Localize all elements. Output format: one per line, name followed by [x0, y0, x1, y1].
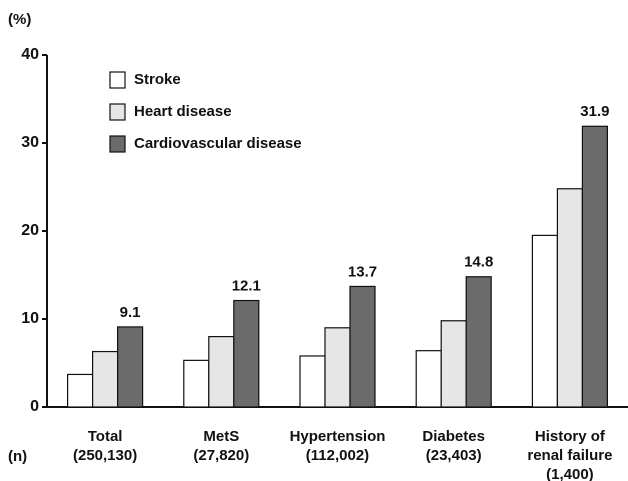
- legend-swatch: [109, 135, 126, 153]
- x-tick-label: (27,820): [193, 447, 249, 464]
- bar: [531, 234, 559, 408]
- x-tick-label: Hypertension: [290, 428, 386, 445]
- y-tick-label: 40: [21, 46, 39, 63]
- legend-swatch: [109, 103, 126, 121]
- data-label: 14.8: [464, 254, 493, 271]
- bar: [556, 188, 584, 408]
- x-tick-label: (23,403): [426, 447, 482, 464]
- bar: [465, 276, 492, 408]
- bar: [91, 350, 119, 408]
- x-tick-label: MetS: [203, 428, 239, 445]
- bar: [116, 326, 144, 408]
- y-axis-label: (%): [8, 11, 31, 28]
- legend-label: Heart disease: [134, 103, 232, 120]
- bar: [299, 355, 326, 408]
- legend-label: Cardiovascular disease: [134, 135, 302, 152]
- x-tick-label: Diabetes: [422, 428, 485, 445]
- x-tick-label: History of: [535, 428, 606, 445]
- bar: [415, 350, 442, 408]
- bar: [349, 285, 376, 408]
- y-tick-label: 20: [21, 222, 39, 239]
- x-tick-label: (1,400): [546, 466, 594, 481]
- bar: [233, 299, 260, 408]
- x-tick-label: Total: [88, 428, 123, 445]
- data-label: 9.1: [120, 304, 141, 321]
- bar: [66, 373, 94, 408]
- y-tick-label: 30: [21, 134, 39, 151]
- legend-label: Stroke: [134, 71, 181, 88]
- legend-swatch: [109, 71, 126, 89]
- bar: [183, 359, 210, 408]
- x-axis-label: (n): [8, 448, 27, 465]
- x-tick-label: renal failure: [527, 447, 612, 464]
- data-label: 13.7: [348, 263, 377, 280]
- bar: [440, 320, 467, 408]
- y-tick-label: 0: [30, 398, 39, 415]
- x-tick-label: (250,130): [73, 447, 137, 464]
- x-tick-label: (112,002): [306, 447, 369, 464]
- bar: [581, 125, 609, 408]
- data-label: 12.1: [232, 277, 261, 294]
- y-tick-label: 10: [21, 310, 39, 327]
- bar: [324, 327, 351, 408]
- data-label: 31.9: [580, 103, 609, 120]
- bar: [208, 336, 235, 408]
